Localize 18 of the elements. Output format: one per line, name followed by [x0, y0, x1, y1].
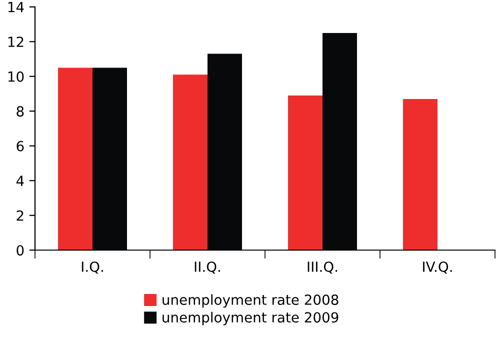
- y-tick-label: 0: [16, 245, 24, 256]
- x-tick-label: II.Q.: [194, 261, 220, 274]
- bar: [403, 98, 438, 250]
- y-tick-label: 12: [8, 36, 24, 47]
- bar: [173, 74, 208, 250]
- x-tick-label: I.Q.: [82, 261, 103, 274]
- bar: [288, 96, 322, 250]
- y-tick-label: 4: [16, 176, 24, 186]
- x-tick-label: IV.Q.: [423, 261, 452, 274]
- y-tick-label: 8: [16, 106, 24, 117]
- y-tick-label: 14: [8, 2, 24, 12]
- y-tick-label: 6: [16, 140, 24, 152]
- x-tick-label: III.Q.: [308, 261, 338, 274]
- bar: [58, 68, 92, 250]
- legend-label: unemployment rate 2009: [162, 312, 338, 326]
- y-tick-label: 2: [16, 210, 24, 221]
- y-tick-label: 10: [8, 71, 24, 82]
- legend-label: unemployment rate 2008: [162, 294, 338, 308]
